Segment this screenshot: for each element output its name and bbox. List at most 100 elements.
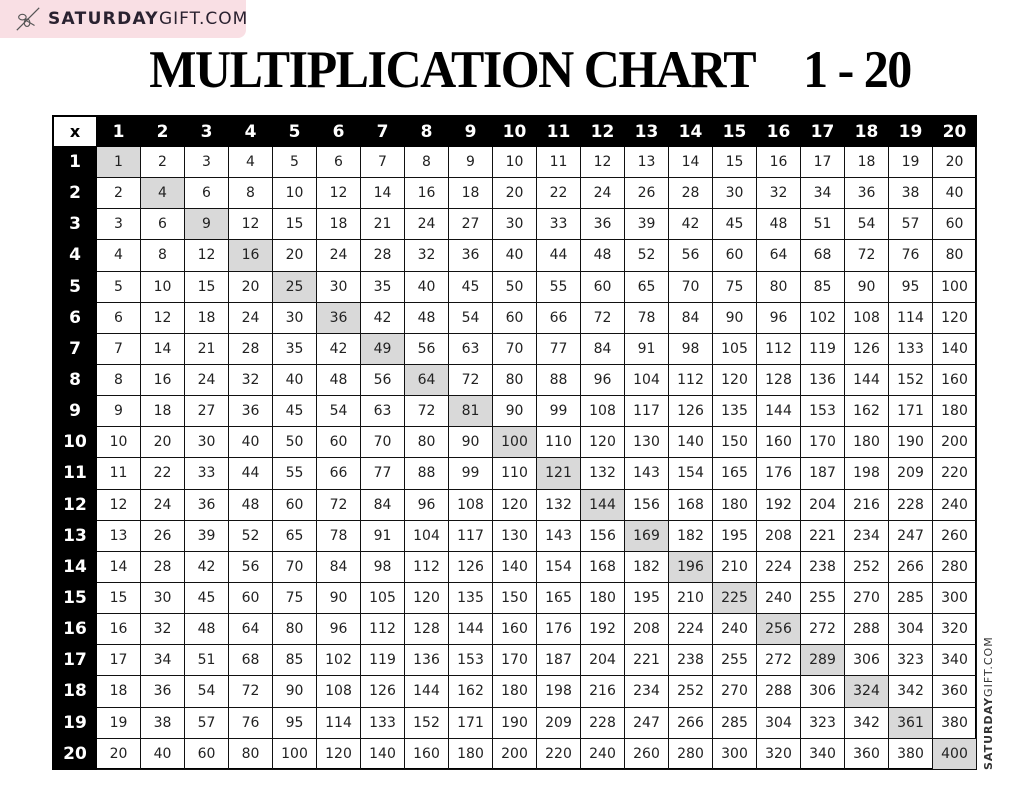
table-cell: 143 <box>537 520 581 552</box>
table-cell: 136 <box>405 645 449 677</box>
table-cell: 255 <box>801 582 845 615</box>
table-cell: 27 <box>449 209 493 241</box>
table-cell: 160 <box>933 364 977 397</box>
table-cell: 240 <box>757 582 801 615</box>
table-cell: 40 <box>933 178 977 210</box>
table-cell: 252 <box>669 676 713 708</box>
table-cell: 30 <box>185 427 229 459</box>
column-header: 14 <box>669 117 713 147</box>
table-cell: 52 <box>625 240 669 272</box>
table-cell: 99 <box>449 458 493 490</box>
table-cell: 18 <box>845 147 889 179</box>
table-cell: 190 <box>493 707 537 739</box>
table-cell: 16 <box>757 147 801 179</box>
table-cell: 144 <box>845 364 889 397</box>
row-header: 4 <box>54 240 97 272</box>
table-cell: 68 <box>229 645 273 677</box>
table-cell: 72 <box>229 676 273 708</box>
row-header: 6 <box>54 302 97 334</box>
table-cell: 84 <box>669 302 713 334</box>
table-cell: 260 <box>625 738 669 770</box>
table-cell: 50 <box>493 271 537 303</box>
table-cell: 16 <box>97 614 141 646</box>
table-cell: 176 <box>757 458 801 490</box>
table-cell: 12 <box>97 489 141 521</box>
table-cell: 156 <box>625 489 669 521</box>
table-cell: 80 <box>273 614 317 646</box>
table-cell: 13 <box>97 520 141 552</box>
square-cell: 225 <box>713 582 757 615</box>
table-cell: 5 <box>273 147 317 179</box>
column-header: 6 <box>317 117 361 147</box>
table-cell: 65 <box>273 520 317 552</box>
table-cell: 143 <box>625 458 669 490</box>
table-cell: 240 <box>933 489 977 521</box>
table-cell: 36 <box>141 676 185 708</box>
table-cell: 76 <box>889 240 933 272</box>
table-cell: 306 <box>801 676 845 708</box>
table-cell: 114 <box>889 302 933 334</box>
square-cell: 121 <box>537 458 581 490</box>
table-cell: 90 <box>273 676 317 708</box>
table-cell: 36 <box>185 489 229 521</box>
square-cell: 169 <box>625 520 669 552</box>
table-cell: 108 <box>317 676 361 708</box>
table-cell: 198 <box>845 458 889 490</box>
row-header: 15 <box>54 582 97 615</box>
table-cell: 209 <box>889 458 933 490</box>
table-cell: 6 <box>141 209 185 241</box>
table-cell: 180 <box>845 427 889 459</box>
watermark-bold: SATURDAY <box>48 9 159 29</box>
table-cell: 36 <box>229 396 273 428</box>
table-cell: 60 <box>185 738 229 770</box>
table-cell: 72 <box>581 302 625 334</box>
table-cell: 204 <box>581 645 625 677</box>
table-cell: 13 <box>625 147 669 179</box>
table-cell: 38 <box>889 178 933 210</box>
table-cell: 48 <box>185 614 229 646</box>
column-header: 19 <box>889 117 933 147</box>
column-header: 13 <box>625 117 669 147</box>
table-cell: 221 <box>801 520 845 552</box>
table-cell: 90 <box>493 396 537 428</box>
table-cell: 20 <box>933 147 977 179</box>
table-cell: 126 <box>845 333 889 365</box>
table-cell: 54 <box>449 302 493 334</box>
table-cell: 152 <box>889 364 933 397</box>
table-cell: 20 <box>97 738 141 770</box>
row-header: 18 <box>54 676 97 708</box>
table-cell: 380 <box>889 738 933 770</box>
square-cell: 36 <box>317 302 361 334</box>
table-cell: 24 <box>581 178 625 210</box>
table-cell: 2 <box>97 178 141 210</box>
table-cell: 170 <box>493 645 537 677</box>
table-cell: 15 <box>185 271 229 303</box>
table-cell: 10 <box>141 271 185 303</box>
table-cell: 130 <box>493 520 537 552</box>
table-cell: 44 <box>229 458 273 490</box>
table-cell: 180 <box>933 396 977 428</box>
table-cell: 40 <box>405 271 449 303</box>
table-cell: 90 <box>449 427 493 459</box>
table-cell: 380 <box>933 707 977 739</box>
table-cell: 7 <box>97 333 141 365</box>
table-cell: 288 <box>845 614 889 646</box>
table-cell: 45 <box>713 209 757 241</box>
row-header: 3 <box>54 209 97 241</box>
table-cell: 57 <box>889 209 933 241</box>
table-cell: 72 <box>405 396 449 428</box>
table-cell: 160 <box>405 738 449 770</box>
square-cell: 256 <box>757 614 801 646</box>
table-cell: 171 <box>889 396 933 428</box>
table-cell: 100 <box>933 271 977 303</box>
square-cell: 196 <box>669 551 713 583</box>
table-cell: 39 <box>625 209 669 241</box>
table-cell: 3 <box>185 147 229 179</box>
square-cell: 361 <box>889 707 933 739</box>
table-cell: 162 <box>845 396 889 428</box>
table-cell: 24 <box>405 209 449 241</box>
table-cell: 168 <box>581 551 625 583</box>
table-cell: 176 <box>537 614 581 646</box>
table-cell: 15 <box>273 209 317 241</box>
column-header: 9 <box>449 117 493 147</box>
